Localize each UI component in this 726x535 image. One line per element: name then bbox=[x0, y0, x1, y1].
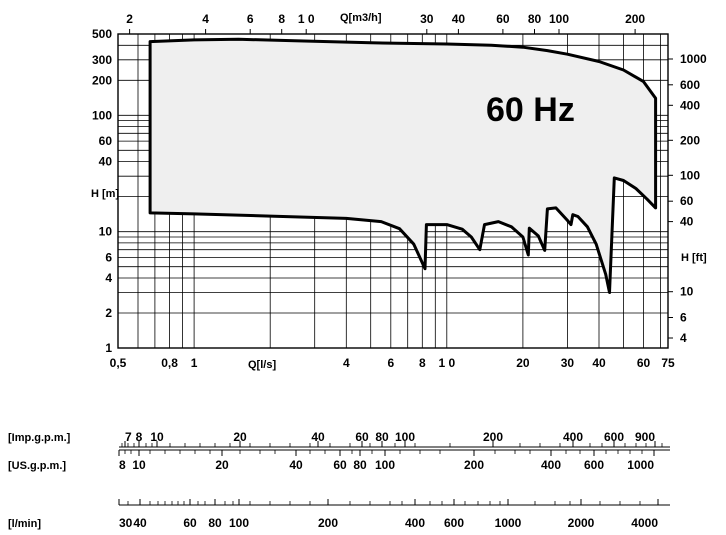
x-top-tick-label: 6 bbox=[247, 12, 254, 26]
flow-scale-tick-label: 600 bbox=[604, 430, 624, 444]
flow-scale-tick-label: 20 bbox=[215, 458, 229, 472]
y-right-tick-label: 400 bbox=[680, 98, 700, 112]
flow-scale-tick-label: 60 bbox=[355, 430, 369, 444]
flow-scale-tick-label: 40 bbox=[289, 458, 303, 472]
flow-scale-tick-label: 8 bbox=[119, 458, 126, 472]
x-bottom-tick-label: 20 bbox=[516, 356, 530, 370]
y-right-tick-label: 6 bbox=[680, 311, 687, 325]
y-right-tick-label: 4 bbox=[680, 331, 687, 345]
y-left-tick-label: 40 bbox=[99, 155, 113, 169]
y-left-tick-label: 200 bbox=[92, 73, 112, 87]
x-bottom-tick-label: 30 bbox=[561, 356, 575, 370]
x-top-tick-label: 1 0 bbox=[298, 12, 315, 26]
flow-scale-label: [US.g.p.m.] bbox=[8, 460, 66, 472]
flow-scale-tick-label: 7 bbox=[125, 430, 132, 444]
flow-scale-tick-label: 600 bbox=[444, 516, 464, 530]
flow-scale-tick-label: 600 bbox=[584, 458, 604, 472]
y-left-tick-label: 4 bbox=[105, 271, 112, 285]
flow-scale-tick-label: 8 bbox=[136, 430, 143, 444]
x-bottom-tick-label: 60 bbox=[637, 356, 651, 370]
frequency-annotation: 60 Hz bbox=[486, 91, 575, 129]
flow-scale-tick-label: 40 bbox=[311, 430, 325, 444]
y-left-tick-label: 1 bbox=[105, 341, 112, 355]
y-left-tick-label: 100 bbox=[92, 108, 112, 122]
flow-scale-tick-label: 400 bbox=[563, 430, 583, 444]
flow-scale-label: [l/min] bbox=[8, 518, 41, 530]
flow-scale-tick-label: 400 bbox=[405, 516, 425, 530]
x-axis-bottom: 0,5 0,8 1 4 6 8 1 0 20 30 40 60 75 bbox=[110, 356, 675, 370]
flow-scale-tick-label: 900 bbox=[635, 430, 655, 444]
flow-scale-tick-label: 100 bbox=[375, 458, 395, 472]
y-right-tick-label: 40 bbox=[680, 215, 694, 229]
y-right-tick-label: 60 bbox=[680, 194, 694, 208]
x-top-tick-label: 4 bbox=[202, 12, 209, 26]
flow-scale-tick-label: 4000 bbox=[631, 516, 658, 530]
x-top-tick-label: 40 bbox=[452, 12, 466, 26]
flow-scale-tick-label: 2000 bbox=[568, 516, 595, 530]
plot-frame bbox=[117, 33, 669, 349]
x-top-tick-label: 100 bbox=[549, 12, 569, 26]
flow-scale-tick-label: 60 bbox=[333, 458, 347, 472]
x-top-tick-label: 80 bbox=[528, 12, 542, 26]
performance-envelope bbox=[148, 37, 658, 294]
y-left-tick-label: 60 bbox=[99, 134, 113, 148]
flow-scale-tick-label: 40 bbox=[133, 516, 147, 530]
flow-scale-tick-label: 1000 bbox=[495, 516, 522, 530]
y-right-tick-label: 200 bbox=[680, 133, 700, 147]
flow-scale-tick-label: 10 bbox=[150, 430, 164, 444]
flow-scale-tick-label: 60 bbox=[183, 516, 197, 530]
y-right-tick-label: 100 bbox=[680, 168, 700, 182]
flow-scale-tick-label: 200 bbox=[318, 516, 338, 530]
x-bottom-tick-label: 4 bbox=[343, 356, 350, 370]
x-top-axis-label: Q[m3/h] bbox=[340, 12, 382, 24]
y-left-axis-label: H [m] bbox=[91, 188, 119, 200]
flow-scale-tick-label: 30 bbox=[119, 516, 133, 530]
flow-scale-tick-label: 200 bbox=[483, 430, 503, 444]
x-top-tick-label: 2 bbox=[126, 12, 133, 26]
flow-scale-label: [Imp.g.p.m.] bbox=[8, 432, 71, 444]
y-left-tick-label: 300 bbox=[92, 53, 112, 67]
x-bottom-tick-label: 40 bbox=[592, 356, 606, 370]
flow-scale-tick-label: 100 bbox=[395, 430, 415, 444]
y-axis-right: 1000 600 400 200 100 60 40 10 6 4 bbox=[668, 52, 707, 345]
flow-scale-tick-label: 20 bbox=[233, 430, 247, 444]
flow-scale-tick-label: 10 bbox=[132, 458, 146, 472]
flow-scale-tick-label: 100 bbox=[229, 516, 249, 530]
flow-scale-tick-label: 80 bbox=[208, 516, 222, 530]
flow-scale-tick-label: 1000 bbox=[627, 458, 654, 472]
x-bottom-tick-label: 8 bbox=[419, 356, 426, 370]
x-bottom-tick-label: 6 bbox=[387, 356, 394, 370]
y-left-tick-label: 6 bbox=[105, 251, 112, 265]
flow-scale-tick-label: 400 bbox=[541, 458, 561, 472]
x-top-tick-label: 200 bbox=[625, 12, 645, 26]
y-left-tick-label: 10 bbox=[99, 225, 113, 239]
y-left-tick-label: 500 bbox=[92, 27, 112, 41]
y-right-tick-label: 600 bbox=[680, 78, 700, 92]
flow-unit-scales: [Imp.g.p.m.] 7 8 10 20 40 60 80 100 200 400 600 900[… bbox=[8, 430, 670, 530]
flow-scale-tick-label: 80 bbox=[353, 458, 367, 472]
x-top-tick-label: 8 bbox=[278, 12, 285, 26]
x-top-tick-label: 30 bbox=[420, 12, 434, 26]
x-bottom-axis-label: Q[l/s] bbox=[248, 359, 276, 371]
x-bottom-tick-label: 1 0 bbox=[438, 356, 455, 370]
x-bottom-tick-label: 75 bbox=[661, 356, 675, 370]
flow-scale-tick-label: 80 bbox=[375, 430, 389, 444]
x-bottom-tick-label: 0,5 bbox=[110, 356, 127, 370]
x-bottom-tick-label: 0,8 bbox=[161, 356, 178, 370]
flow-scale-tick-label: 200 bbox=[464, 458, 484, 472]
x-top-tick-label: 60 bbox=[496, 12, 510, 26]
x-bottom-tick-label: 1 bbox=[191, 356, 198, 370]
y-right-tick-label: 1000 bbox=[680, 52, 707, 66]
y-right-tick-label: 10 bbox=[680, 285, 694, 299]
y-axis-left: 500 300 200 100 60 40 10 6 4 2 1 bbox=[92, 27, 112, 355]
y-right-axis-label: H [ft] bbox=[681, 252, 707, 264]
y-left-tick-label: 2 bbox=[105, 306, 112, 320]
